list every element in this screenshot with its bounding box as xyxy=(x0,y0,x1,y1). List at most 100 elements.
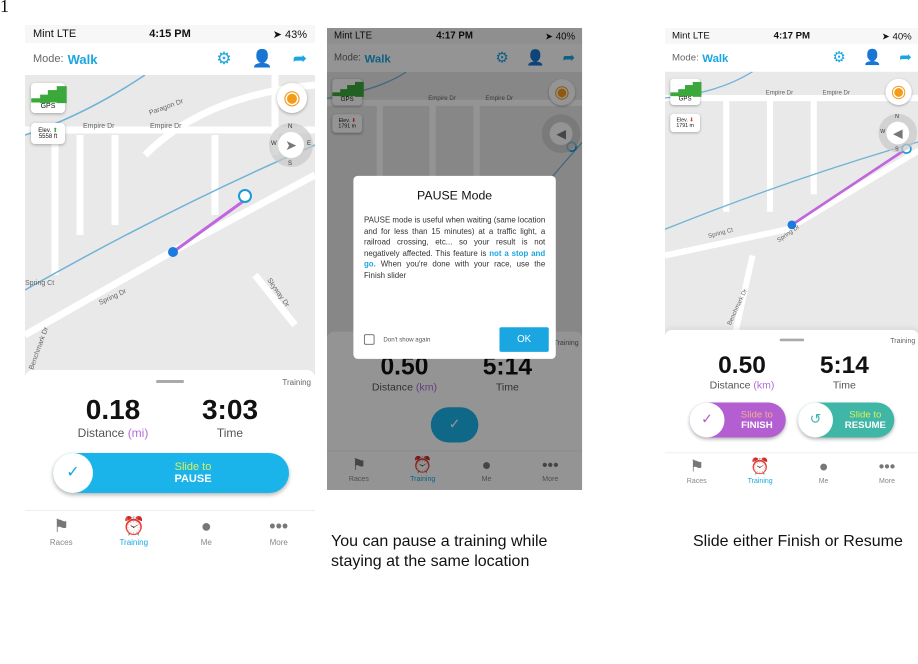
tab-races[interactable]: ⚑ Races xyxy=(665,453,728,492)
tab-training[interactable]: ⏰ Training xyxy=(391,451,455,490)
slider-prefix: Slide to xyxy=(849,409,882,421)
compass-n: N xyxy=(288,124,293,130)
tab-races[interactable]: ⚑ Races xyxy=(25,511,98,555)
locate-icon[interactable]: ◉ xyxy=(277,83,307,113)
share-icon[interactable]: ➦ xyxy=(562,49,576,66)
finish-slider[interactable]: ✓ Slide to FINISH xyxy=(689,402,786,438)
user-icon: ● xyxy=(481,455,492,474)
mode-value[interactable]: Walk xyxy=(67,51,98,67)
status-bar: Mint LTE 4:17 PM ➤ 40% xyxy=(327,28,583,44)
gps-indicator: ▂▄▆█ GPS xyxy=(31,83,67,113)
slider-action: FINISH xyxy=(741,420,773,431)
slider-prefix: Slide to xyxy=(740,409,773,421)
locate-icon[interactable]: ◉ xyxy=(548,79,576,106)
tab-me[interactable]: ● Me xyxy=(170,511,243,555)
dialog-title: PAUSE Mode xyxy=(417,188,493,203)
mode-label: Mode: xyxy=(334,52,361,64)
more-icon: ••• xyxy=(541,455,559,474)
mode-value[interactable]: Walk xyxy=(702,51,729,65)
distance-value: 0.18 xyxy=(85,394,141,425)
checkbox-label: Don't show again xyxy=(383,336,431,343)
tab-label: Races xyxy=(49,538,73,547)
tab-training[interactable]: ⏰ Training xyxy=(98,511,171,555)
compass[interactable]: N W S ◀ xyxy=(878,113,917,153)
alarm-clock-icon: ⏰ xyxy=(412,455,433,474)
current-position xyxy=(787,220,797,230)
share-icon[interactable]: ➦ xyxy=(899,49,912,66)
battery: ➤ 40% xyxy=(544,31,576,42)
gear-icon[interactable]: ⚙ xyxy=(216,49,232,68)
tab-more[interactable]: ••• More xyxy=(855,453,918,492)
check-icon[interactable]: ✓ xyxy=(689,402,725,438)
arrow-up-icon: ⬆ xyxy=(52,128,58,134)
locate-icon[interactable]: ◉ xyxy=(885,78,912,105)
voice-coach-icon[interactable]: 👤 xyxy=(251,49,273,68)
page-number: 1 xyxy=(0,0,9,16)
tab-training[interactable]: ⏰ Training xyxy=(728,453,791,492)
compass-s: S xyxy=(288,161,293,167)
mode-value[interactable]: Walk xyxy=(364,51,391,65)
tab-bar: ⚑ Races ⏰ Training ● Me ••• More xyxy=(25,510,315,555)
slider-prefix: Slide to xyxy=(174,461,212,473)
dialog-text: PAUSE mode is useful when waiting (same … xyxy=(363,215,546,258)
gear-icon[interactable]: ⚙ xyxy=(832,49,846,66)
mode-label: Mode: xyxy=(33,53,64,65)
gps-indicator: ▂▄▆█ GPS xyxy=(332,79,364,106)
history-icon[interactable]: ↺ xyxy=(798,402,833,438)
voice-coach-icon[interactable]: 👤 xyxy=(526,49,546,66)
carrier: Mint LTE xyxy=(33,28,77,40)
street-label: Empire Dr xyxy=(823,90,851,97)
elev-value: 5558 ft xyxy=(38,134,58,140)
tab-label: Me xyxy=(481,475,492,483)
dont-show-again-checkbox[interactable] xyxy=(363,334,375,345)
route-line xyxy=(791,147,908,226)
time-value: 5:14 xyxy=(819,350,869,378)
drag-handle[interactable] xyxy=(779,338,805,342)
tab-me[interactable]: ● Me xyxy=(455,451,519,490)
pause-slider[interactable]: ✓ Slide to PAUSE xyxy=(53,453,289,493)
time-label: Time xyxy=(216,426,244,440)
navigation-arrow-icon: ◀ xyxy=(549,122,573,146)
check-icon[interactable]: ✓ xyxy=(430,407,479,443)
gear-icon[interactable]: ⚙ xyxy=(495,49,509,66)
voice-coach-icon[interactable]: 👤 xyxy=(863,49,882,66)
tab-label: Training xyxy=(410,475,436,483)
tab-me[interactable]: ● Me xyxy=(792,453,855,492)
distance-label: Distance xyxy=(77,426,125,440)
elev-value: 1791 m xyxy=(338,123,357,130)
elevation-indicator: Elev. ⬇ 1791 m xyxy=(332,114,363,133)
map[interactable]: Paragon Dr Empire Dr Empire Dr Spring Dr… xyxy=(25,74,315,375)
street-label: Spring Ct xyxy=(707,227,734,240)
check-icon[interactable]: ✓ xyxy=(53,453,93,493)
clock: 4:17 PM xyxy=(773,30,811,42)
flag-icon: ⚑ xyxy=(689,457,704,476)
slider-action: RESUME xyxy=(844,420,886,431)
tab-label: More xyxy=(879,476,896,485)
battery: ➤ 43% xyxy=(272,28,307,41)
resume-slider[interactable]: ↺ Slide to RESUME xyxy=(798,402,895,438)
distance-label: Distance xyxy=(371,380,413,394)
elev-label: Elev. xyxy=(38,128,52,134)
street-label: Spring Ct xyxy=(25,280,54,287)
alarm-clock-icon: ⏰ xyxy=(122,516,145,536)
map[interactable]: Empire Dr Empire Dr Spring Ct Spring Dr … xyxy=(665,71,918,335)
share-icon[interactable]: ➦ xyxy=(292,49,307,68)
gps-label: GPS xyxy=(678,96,692,103)
arrow-down-icon: ⬇ xyxy=(689,118,694,124)
tab-races[interactable]: ⚑ Races xyxy=(327,451,391,490)
carrier: Mint LTE xyxy=(334,30,373,42)
compass[interactable]: N W E S ➤ xyxy=(269,123,313,167)
distance-label: Distance xyxy=(709,378,751,392)
battery: ➤ 40% xyxy=(881,31,912,42)
user-icon: ● xyxy=(200,516,212,536)
elev-label: Elev. xyxy=(676,118,688,124)
compass[interactable]: ◀ xyxy=(541,114,581,153)
elev-label: Elev. xyxy=(338,118,350,124)
drag-handle[interactable] xyxy=(156,380,184,383)
tab-bar: ⚑ Races ⏰ Training ● Me ••• More xyxy=(327,450,583,490)
tab-label: Training xyxy=(747,476,773,485)
tab-more[interactable]: ••• More xyxy=(518,451,582,490)
alarm-clock-icon: ⏰ xyxy=(750,457,770,476)
tab-more[interactable]: ••• More xyxy=(243,511,316,555)
ok-button[interactable]: OK xyxy=(499,327,549,352)
